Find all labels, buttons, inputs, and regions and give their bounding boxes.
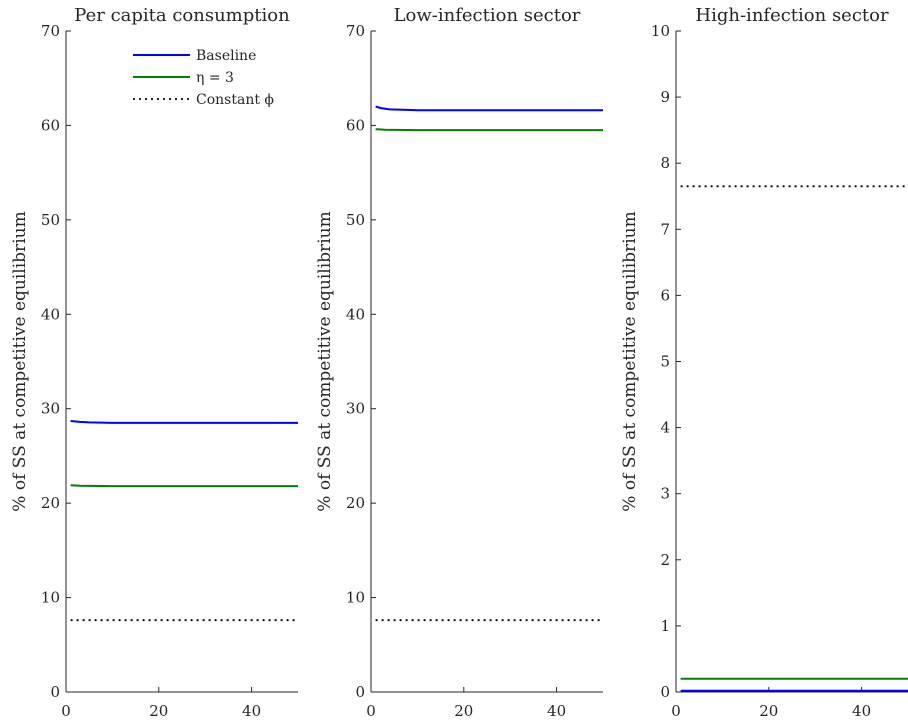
x-tick-label: 40 xyxy=(242,702,261,720)
y-tick-label: 0 xyxy=(50,683,60,701)
series-line--3 xyxy=(70,484,298,488)
y-tick-label: 40 xyxy=(41,305,60,323)
y-axis-label: % of SS at competitive equilibrium xyxy=(10,211,30,511)
x-tick-label: 0 xyxy=(366,702,376,720)
y-tick-label: 0 xyxy=(355,683,365,701)
series-line-baseline xyxy=(375,105,603,112)
x-tick-label: 20 xyxy=(454,702,473,720)
legend-label: Constant ϕ xyxy=(196,92,274,108)
y-tick-label: 60 xyxy=(346,116,365,134)
y-tick-label: 70 xyxy=(41,22,60,40)
x-tick-label: 0 xyxy=(61,702,71,720)
y-tick-label: 20 xyxy=(346,494,365,512)
panel-1: Per capita consumption 0 10 20 30 40 50 60 70 0 20… xyxy=(10,5,298,720)
y-tick-label: 50 xyxy=(41,211,60,229)
y-tick-label: 0 xyxy=(660,683,670,701)
y-tick-label: 2 xyxy=(660,551,670,569)
y-tick-label: 5 xyxy=(660,353,670,371)
panel-title: Per capita consumption xyxy=(74,5,290,26)
y-tick-label: 7 xyxy=(660,220,670,238)
y-tick-label: 10 xyxy=(346,589,365,607)
y-tick-label: 10 xyxy=(651,22,670,40)
y-tick-label: 9 xyxy=(660,88,670,106)
y-axis-label: % of SS at competitive equilibrium xyxy=(620,211,640,511)
series-line-baseline xyxy=(70,420,298,424)
x-tick-label: 20 xyxy=(149,702,168,720)
y-tick-label: 20 xyxy=(41,494,60,512)
y-tick-label: 1 xyxy=(660,617,670,635)
series-line--3 xyxy=(375,128,603,132)
y-tick-label: 60 xyxy=(41,116,60,134)
y-tick-label: 30 xyxy=(41,400,60,418)
panel-3: High-infection sector 0 1 2 3 4 5 6 7 8 9 10 0 20 40 % … xyxy=(620,5,908,720)
y-tick-label: 30 xyxy=(346,400,365,418)
y-tick-label: 6 xyxy=(660,286,670,304)
x-tick-label: 0 xyxy=(671,702,681,720)
y-tick-label: 10 xyxy=(41,589,60,607)
y-tick-label: 40 xyxy=(346,305,365,323)
legend: Baseline η = 3 Constant ϕ xyxy=(133,48,274,108)
y-tick-label: 3 xyxy=(660,485,670,503)
y-tick-label: 50 xyxy=(346,211,365,229)
x-tick-label: 40 xyxy=(547,702,566,720)
panel-2: Low-infection sector 0 10 20 30 40 50 60 70 0 20 40… xyxy=(315,5,603,720)
legend-label: η = 3 xyxy=(196,70,234,86)
y-axis-label: % of SS at competitive equilibrium xyxy=(315,211,335,511)
panel-title: High-infection sector xyxy=(695,5,889,26)
y-tick-label: 70 xyxy=(346,22,365,40)
legend-label: Baseline xyxy=(196,48,256,64)
x-tick-label: 20 xyxy=(759,702,778,720)
y-tick-label: 4 xyxy=(660,419,670,437)
x-tick-label: 40 xyxy=(852,702,871,720)
panel-title: Low-infection sector xyxy=(394,5,581,26)
y-tick-label: 8 xyxy=(660,154,670,172)
